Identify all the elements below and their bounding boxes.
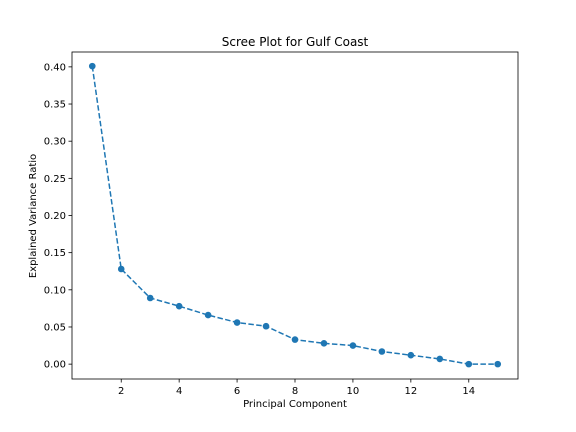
data-point (262, 322, 270, 330)
x-axis-label: Principal Component (243, 399, 347, 410)
series-line (91, 66, 498, 365)
data-point (117, 265, 125, 273)
x-tick-label: 14 (462, 386, 475, 397)
data-point (407, 351, 415, 359)
data-point (436, 355, 444, 363)
plot-frame (71, 51, 519, 380)
y-tick-label: 0.25 (44, 174, 66, 185)
y-tick-label: 0.20 (44, 211, 66, 222)
data-point (146, 294, 154, 302)
data-point (378, 348, 386, 355)
x-tick-label: 10 (347, 386, 360, 397)
y-tick-label: 0.35 (44, 100, 66, 111)
data-point (204, 311, 212, 319)
x-tick-label: 2 (118, 386, 124, 397)
y-axis-label: Explained Variance Ratio (28, 154, 39, 278)
data-point (175, 302, 183, 310)
data-point (320, 340, 328, 347)
data-point (465, 360, 473, 368)
x-tick-label: 8 (292, 386, 298, 397)
x-tick-label: 12 (404, 386, 417, 397)
x-tick-label: 4 (176, 386, 182, 397)
data-point (233, 319, 241, 326)
x-tick-label: 6 (234, 386, 240, 397)
data-point (349, 342, 357, 349)
data-point (494, 360, 502, 368)
data-point (88, 62, 96, 70)
y-tick-label: 0.10 (44, 285, 66, 296)
chart-title: Scree Plot for Gulf Coast (222, 35, 369, 49)
plot-area: 2 4 6 8 10 12 14 0.00 0.05 0.10 0.15 0.20 0.25 0.30 0.… (44, 51, 519, 397)
y-tick-label: 0.00 (44, 360, 66, 371)
y-tick-label: 0.15 (44, 248, 66, 259)
y-tick-label: 0.30 (44, 137, 66, 148)
y-tick-label: 0.05 (44, 322, 66, 333)
y-tick-label: 0.40 (44, 62, 66, 73)
data-point (291, 336, 299, 343)
